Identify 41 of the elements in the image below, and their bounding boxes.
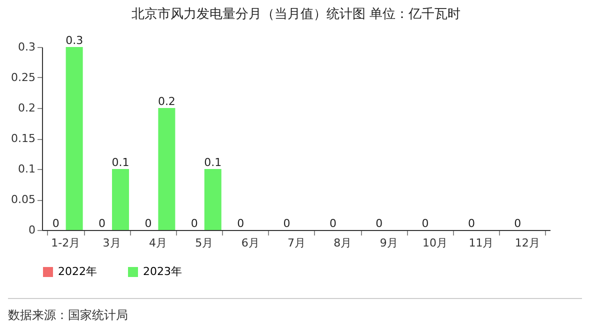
y-tick-label: 0.15 bbox=[11, 132, 36, 145]
y-tick-label: 0 bbox=[28, 224, 36, 236]
legend-label: 2022年 bbox=[58, 265, 97, 278]
data-label: 0 bbox=[514, 217, 522, 230]
x-tick-label: 11月 bbox=[468, 236, 494, 250]
legend-label: 2023年 bbox=[143, 265, 182, 278]
x-tick-label: 7月 bbox=[288, 236, 306, 250]
data-label: 0.1 bbox=[204, 156, 222, 169]
data-label: 0.3 bbox=[66, 34, 84, 47]
data-label: 0 bbox=[98, 217, 106, 230]
data-label: 0 bbox=[468, 217, 475, 230]
bar bbox=[112, 169, 130, 230]
data-label: 0 bbox=[329, 217, 336, 230]
data-label: 0 bbox=[237, 217, 244, 230]
data-label: 0 bbox=[52, 217, 60, 230]
data-label: 0.1 bbox=[112, 156, 130, 169]
bar bbox=[158, 108, 176, 230]
x-tick-label: 3月 bbox=[102, 236, 121, 250]
bar bbox=[204, 169, 222, 230]
y-tick-label: 0.05 bbox=[11, 193, 36, 206]
data-label: 0 bbox=[422, 217, 429, 230]
x-tick-label: 9月 bbox=[380, 236, 398, 250]
x-tick-label: 10月 bbox=[422, 236, 448, 250]
data-label: 0 bbox=[190, 217, 198, 230]
x-tick-label: 8月 bbox=[334, 236, 352, 250]
data-label: 0 bbox=[283, 217, 290, 230]
x-tick-label: 4月 bbox=[148, 236, 167, 250]
y-tick-label: 0.1 bbox=[18, 162, 36, 176]
data-label: 0 bbox=[376, 217, 383, 230]
data-label: 0.2 bbox=[158, 95, 176, 108]
y-tick-label: 0.2 bbox=[18, 102, 36, 114]
y-tick-label: 0.25 bbox=[11, 71, 36, 84]
data-label: 0 bbox=[144, 217, 152, 230]
bar bbox=[66, 47, 83, 230]
chart-title: 北京市风力发电量分月（当月值）统计图 单位：亿千瓦时 bbox=[131, 7, 461, 22]
x-tick-label: 1-2月 bbox=[51, 236, 80, 250]
y-tick-label: 0.3 bbox=[18, 40, 36, 54]
x-tick-label: 6月 bbox=[241, 236, 260, 250]
x-tick-label: 5月 bbox=[195, 236, 214, 250]
source-note: 数据来源：国家统计局 bbox=[8, 298, 582, 324]
x-tick-label: 12月 bbox=[514, 236, 540, 250]
